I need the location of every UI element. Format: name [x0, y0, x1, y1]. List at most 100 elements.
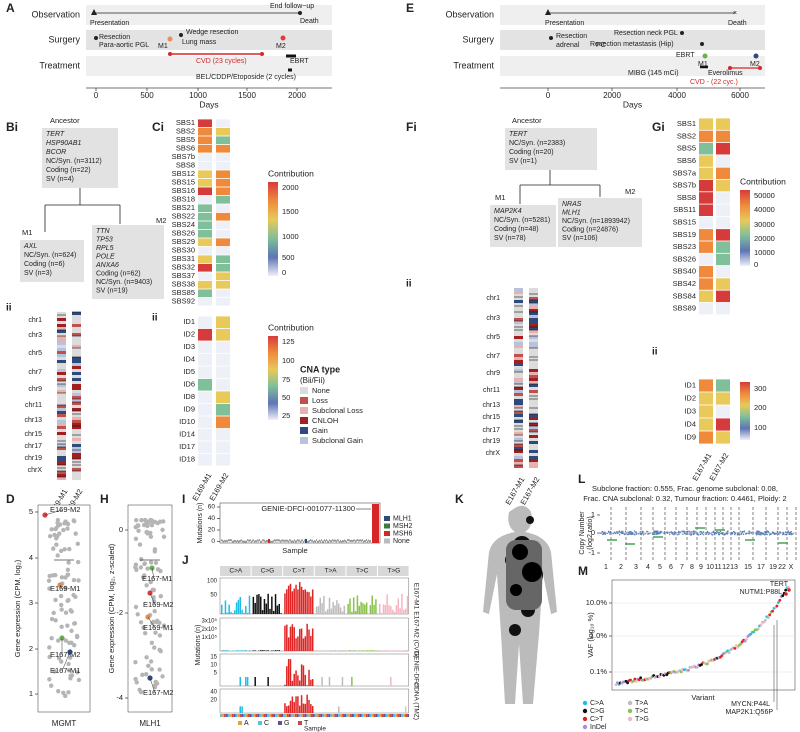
bar: [379, 603, 381, 614]
bin: [695, 530, 697, 533]
bin: [727, 532, 729, 534]
bar: [321, 603, 323, 614]
legend-tick: 100: [754, 423, 767, 432]
legend-tick: 20000: [754, 234, 775, 243]
dot: [700, 42, 704, 46]
chrom-label: chr19: [482, 438, 500, 445]
cna-segment: [72, 402, 81, 405]
row-label: SBS8: [176, 161, 195, 170]
tick-label: 2: [29, 644, 33, 653]
label: ANXA6: [95, 262, 119, 269]
label: SV (n=3): [24, 270, 52, 277]
legend-swatch: [627, 708, 633, 714]
point: [59, 659, 64, 664]
heat-cell: [198, 280, 212, 289]
bar: [308, 700, 310, 713]
bar: [310, 635, 312, 651]
cna-segment: [57, 420, 66, 423]
bar: [267, 540, 268, 543]
heat-cell: [216, 416, 230, 429]
bin: [674, 531, 676, 533]
bar: [243, 650, 245, 651]
tick-label: 500: [140, 91, 154, 100]
bin: [677, 531, 679, 534]
legend-item: C>G: [590, 708, 605, 715]
bin: [713, 533, 716, 536]
bin: [659, 533, 661, 535]
cna-segment: [529, 444, 538, 447]
cna-segment: [529, 426, 538, 429]
label: SV (n=78): [494, 235, 526, 242]
cna-segment: [529, 321, 538, 324]
heat-cell: [216, 297, 230, 306]
heat-cell: [198, 212, 212, 221]
column-header: T>G: [387, 568, 400, 575]
cna-segment: [529, 300, 538, 303]
variant-point: [784, 592, 788, 596]
bar: [330, 540, 331, 543]
bar: [252, 539, 253, 542]
axis-label: Sample: [304, 726, 326, 732]
bin: [622, 532, 624, 535]
bin: [659, 531, 662, 534]
bin: [759, 534, 761, 536]
cna-segment: [72, 465, 81, 468]
bar: [393, 611, 396, 614]
bin: [783, 533, 785, 535]
variant-point: [637, 678, 641, 682]
label: NC/Syn. (n=5281): [494, 217, 550, 224]
cna-segment: [529, 306, 538, 309]
label: AXL: [23, 243, 37, 250]
bar: [356, 595, 359, 614]
bar: [357, 539, 358, 542]
plot-area: [219, 617, 409, 652]
event-label: Death: [300, 18, 319, 25]
heat-cell: [716, 392, 730, 405]
context-strip: [269, 714, 272, 717]
tick-label: 11: [714, 564, 721, 571]
bin: [764, 531, 766, 533]
bin: [653, 530, 655, 532]
point: [73, 594, 78, 600]
bar: [254, 540, 255, 543]
heat-cell: [216, 136, 230, 145]
bar: [332, 539, 333, 542]
bar: [399, 650, 401, 651]
cna-segment: [529, 369, 538, 372]
tick-label: 1: [604, 564, 608, 571]
row-label: SBS21: [172, 203, 195, 212]
heat-cell: [716, 290, 730, 303]
clone-box: [92, 225, 164, 299]
bin: [633, 533, 636, 536]
bin: [767, 530, 769, 533]
row-label: SBS26: [172, 229, 195, 238]
bar: [256, 594, 258, 614]
row-label: SBS92: [172, 297, 195, 306]
heat-cell: [699, 290, 713, 303]
bin: [708, 533, 711, 535]
event-label: M1: [158, 43, 168, 50]
bin: [752, 531, 754, 533]
tick-label: 9: [699, 564, 703, 571]
cna-segment: [57, 390, 66, 393]
bin: [677, 534, 679, 536]
cna-segment: [72, 408, 81, 411]
cna-segment: [57, 405, 66, 408]
cna-segment: [529, 414, 538, 417]
heat-cell: [699, 204, 713, 216]
tick-label: 22: [778, 564, 786, 571]
context-strip: [391, 714, 394, 717]
strip: [378, 566, 409, 576]
dot: [758, 66, 762, 70]
bar: [224, 539, 225, 542]
bar: [230, 611, 232, 614]
label: TERT: [509, 131, 528, 138]
heat-cell: [216, 119, 230, 128]
heat-cell: [699, 118, 713, 130]
bar: [315, 606, 318, 614]
point: [149, 640, 155, 645]
legend-item: T: [304, 720, 309, 727]
cna-segment: [72, 450, 81, 453]
heat-cell: [699, 431, 713, 444]
bin: [758, 533, 760, 536]
